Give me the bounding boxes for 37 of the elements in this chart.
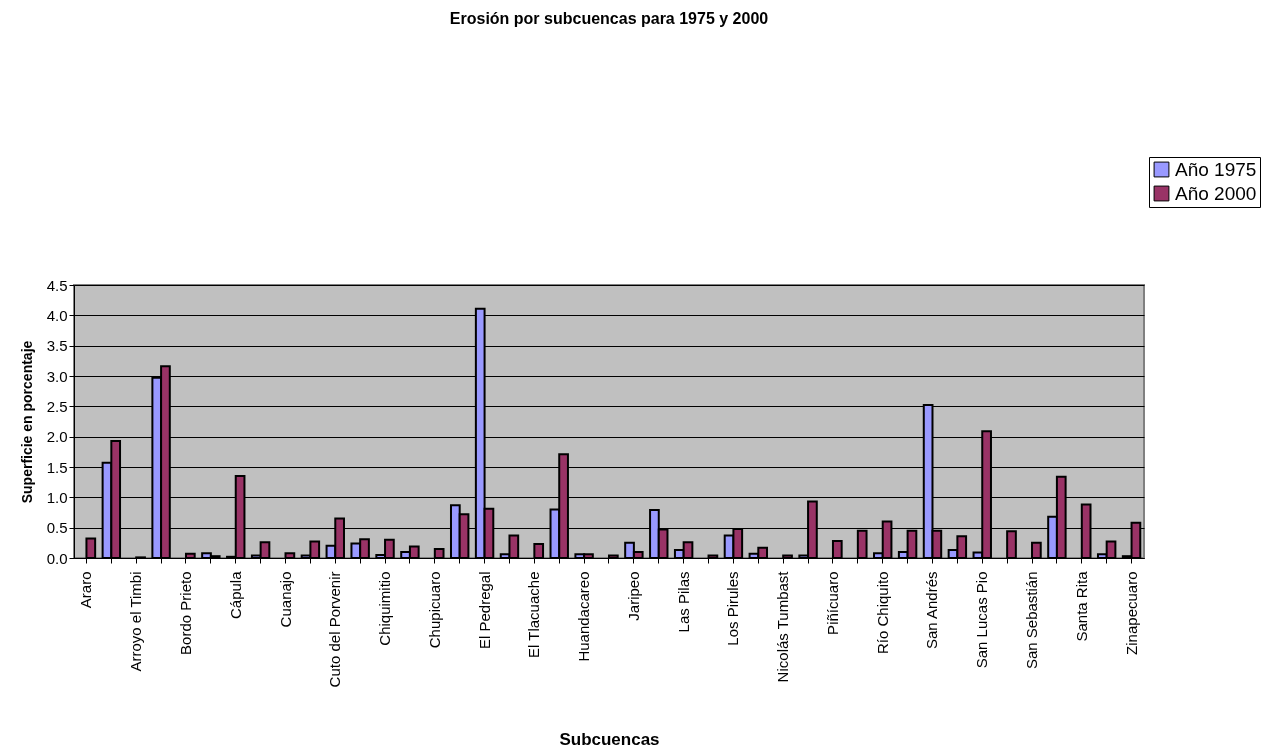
x-tick-label: San Andrés	[923, 571, 941, 650]
x-axis-title: Subcuencas	[559, 730, 660, 747]
x-tick-label: Zinapecuaro	[1122, 571, 1140, 655]
x-tick-label: Arroyo el Timbi	[127, 571, 145, 672]
x-tick-label: El Pedregal	[475, 571, 493, 650]
y-tick-label: 2.0	[46, 428, 68, 446]
x-tick-label: Piñícuaro	[823, 571, 841, 635]
legend-label: Año 1975	[1175, 158, 1257, 180]
x-tick-label: Nicolás Tumbast	[774, 570, 792, 683]
x-tick-label: San Lucas Pio	[973, 571, 991, 669]
x-tick-label: Cuanajo	[276, 571, 294, 628]
y-tick-label: 1.5	[46, 458, 68, 476]
x-tick-label: El Tlacuache	[525, 571, 543, 658]
chart-title: Erosión por subcuencas para 1975 y 2000	[449, 9, 769, 27]
x-tick-label: Los Pirules	[724, 571, 742, 646]
y-tick-label: 2.5	[46, 397, 68, 415]
x-tick-label: Cápula	[226, 570, 244, 620]
x-tick-label: Cuto del Porvenir	[326, 571, 344, 688]
x-tick-label: Bordo Prieto	[176, 571, 194, 655]
y-axis-title: Superficie en porcentaje	[18, 340, 35, 504]
x-tick-label: Huandacareo	[575, 571, 593, 662]
x-tick-label: Río Chiquito	[873, 571, 891, 655]
y-tick-label: 0.5	[46, 519, 68, 537]
x-tick-label: Santa Rita	[1072, 570, 1090, 642]
y-tick-label: 4.0	[46, 306, 68, 324]
x-tick-label: Chiquimitio	[376, 571, 394, 646]
x-tick-label: Chupicuaro	[425, 571, 443, 649]
legend-label: Año 2000	[1175, 182, 1257, 204]
y-tick-label: 1.0	[46, 488, 68, 506]
x-tick-label: Araro	[77, 571, 95, 609]
y-tick-label: 3.5	[46, 337, 68, 355]
x-tick-label: San Sebastián	[1023, 571, 1041, 670]
y-tick-label: 0.0	[46, 549, 68, 567]
x-tick-label: Las Pilas	[674, 571, 692, 633]
y-tick-label: 4.5	[46, 276, 68, 294]
x-tick-label: Jaripeo	[624, 571, 642, 621]
y-tick-label: 3.0	[46, 367, 68, 385]
